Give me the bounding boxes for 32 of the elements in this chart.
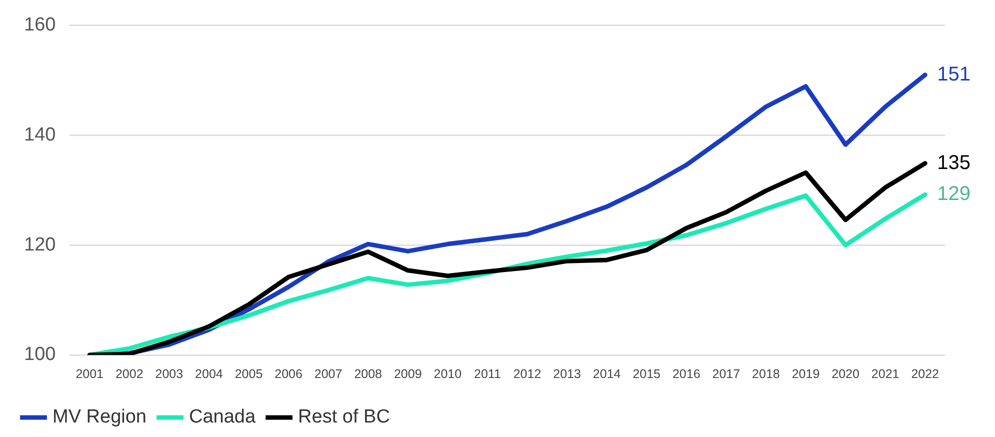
x-tick-label: 2018 — [752, 366, 780, 381]
x-tick-label: 2001 — [76, 366, 104, 381]
y-tick-label: 160 — [24, 14, 56, 36]
y-tick-label: 140 — [24, 124, 56, 146]
data-label: 135 — [937, 152, 970, 174]
legend-label: Canada — [188, 406, 256, 428]
x-tick-label: 2016 — [672, 366, 700, 381]
x-tick-label: 2014 — [592, 366, 621, 381]
x-tick-label: 2015 — [632, 366, 661, 381]
x-tick-label: 2013 — [553, 366, 581, 381]
x-tick-label: 2004 — [195, 366, 223, 381]
x-tick-label: 2012 — [513, 366, 542, 381]
x-tick-label: 2017 — [712, 366, 740, 381]
x-tick-label: 2019 — [792, 366, 820, 381]
x-tick-label: 2005 — [234, 366, 263, 381]
data-label: 129 — [937, 183, 970, 206]
x-tick-label: 2011 — [474, 366, 501, 381]
y-tick-label: 120 — [24, 234, 56, 256]
x-tick-label: 2022 — [911, 366, 940, 381]
x-tick-label: 2020 — [832, 366, 860, 381]
x-tick-label: 2002 — [115, 366, 144, 381]
legend-label: MV Region — [52, 406, 146, 428]
x-tick-label: 2008 — [354, 366, 382, 381]
x-tick-label: 2007 — [314, 366, 342, 381]
x-tick-label: 2006 — [274, 366, 302, 381]
x-tick-label: 2009 — [394, 366, 422, 381]
x-tick-label: 2010 — [434, 366, 462, 381]
data-label: 151 — [937, 63, 970, 86]
legend-label: Rest of BC — [298, 406, 390, 428]
x-tick-label: 2021 — [871, 366, 900, 381]
y-tick-label: 100 — [24, 344, 56, 366]
x-tick-label: 2003 — [155, 366, 184, 381]
